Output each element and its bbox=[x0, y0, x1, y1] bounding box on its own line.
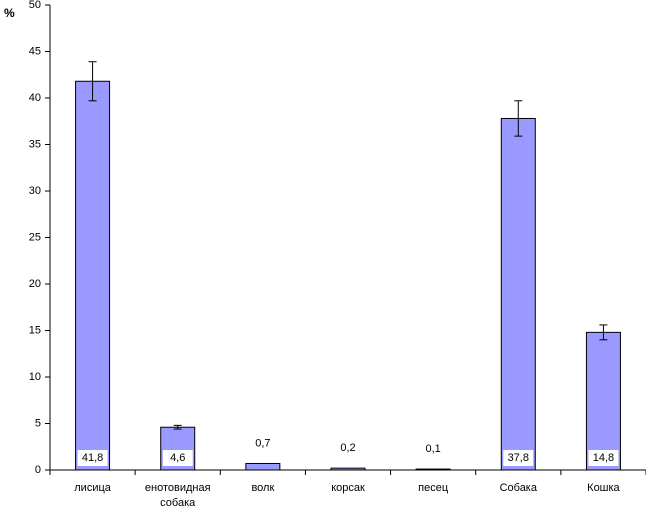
bar bbox=[415, 468, 451, 471]
y-axis-label: % bbox=[4, 6, 15, 20]
x-tick-label: лисица bbox=[74, 482, 112, 494]
bar bbox=[75, 80, 111, 471]
bar bbox=[245, 462, 281, 471]
y-tick-label: 20 bbox=[29, 278, 41, 290]
bar bbox=[585, 331, 621, 471]
value-label: 0,1 bbox=[425, 443, 440, 455]
value-label: 4,6 bbox=[170, 452, 185, 464]
bar bbox=[330, 467, 366, 471]
value-label: 14,8 bbox=[593, 452, 614, 464]
x-tick-label: енотовидная собака bbox=[145, 482, 211, 506]
y-tick-label: 5 bbox=[35, 417, 41, 429]
x-tick-label: волк bbox=[251, 482, 274, 494]
y-tick-label: 35 bbox=[29, 138, 41, 150]
x-tick-label: Собака bbox=[500, 482, 538, 494]
y-tick-label: 40 bbox=[29, 92, 41, 104]
bar bbox=[500, 117, 536, 471]
value-label: 0,2 bbox=[340, 442, 355, 454]
x-tick-label: Кошка bbox=[587, 482, 620, 494]
value-label-box bbox=[162, 450, 193, 466]
y-tick-label: 15 bbox=[29, 324, 41, 336]
y-tick-label: 10 bbox=[29, 371, 41, 383]
y-tick-label: 50 bbox=[29, 0, 41, 11]
x-tick-label: песец bbox=[418, 482, 449, 494]
value-label-box bbox=[77, 450, 108, 466]
x-tick-label: корсак bbox=[331, 482, 365, 494]
y-tick-label: 30 bbox=[29, 185, 41, 197]
value-label-box bbox=[588, 450, 619, 466]
value-label: 0,7 bbox=[255, 437, 270, 449]
value-label: 37,8 bbox=[508, 452, 529, 464]
y-tick-label: 45 bbox=[29, 45, 41, 57]
y-tick-label: 25 bbox=[29, 231, 41, 243]
y-tick-label: 0 bbox=[35, 464, 41, 476]
value-label: 41,8 bbox=[82, 452, 103, 464]
value-label-box bbox=[503, 450, 534, 466]
